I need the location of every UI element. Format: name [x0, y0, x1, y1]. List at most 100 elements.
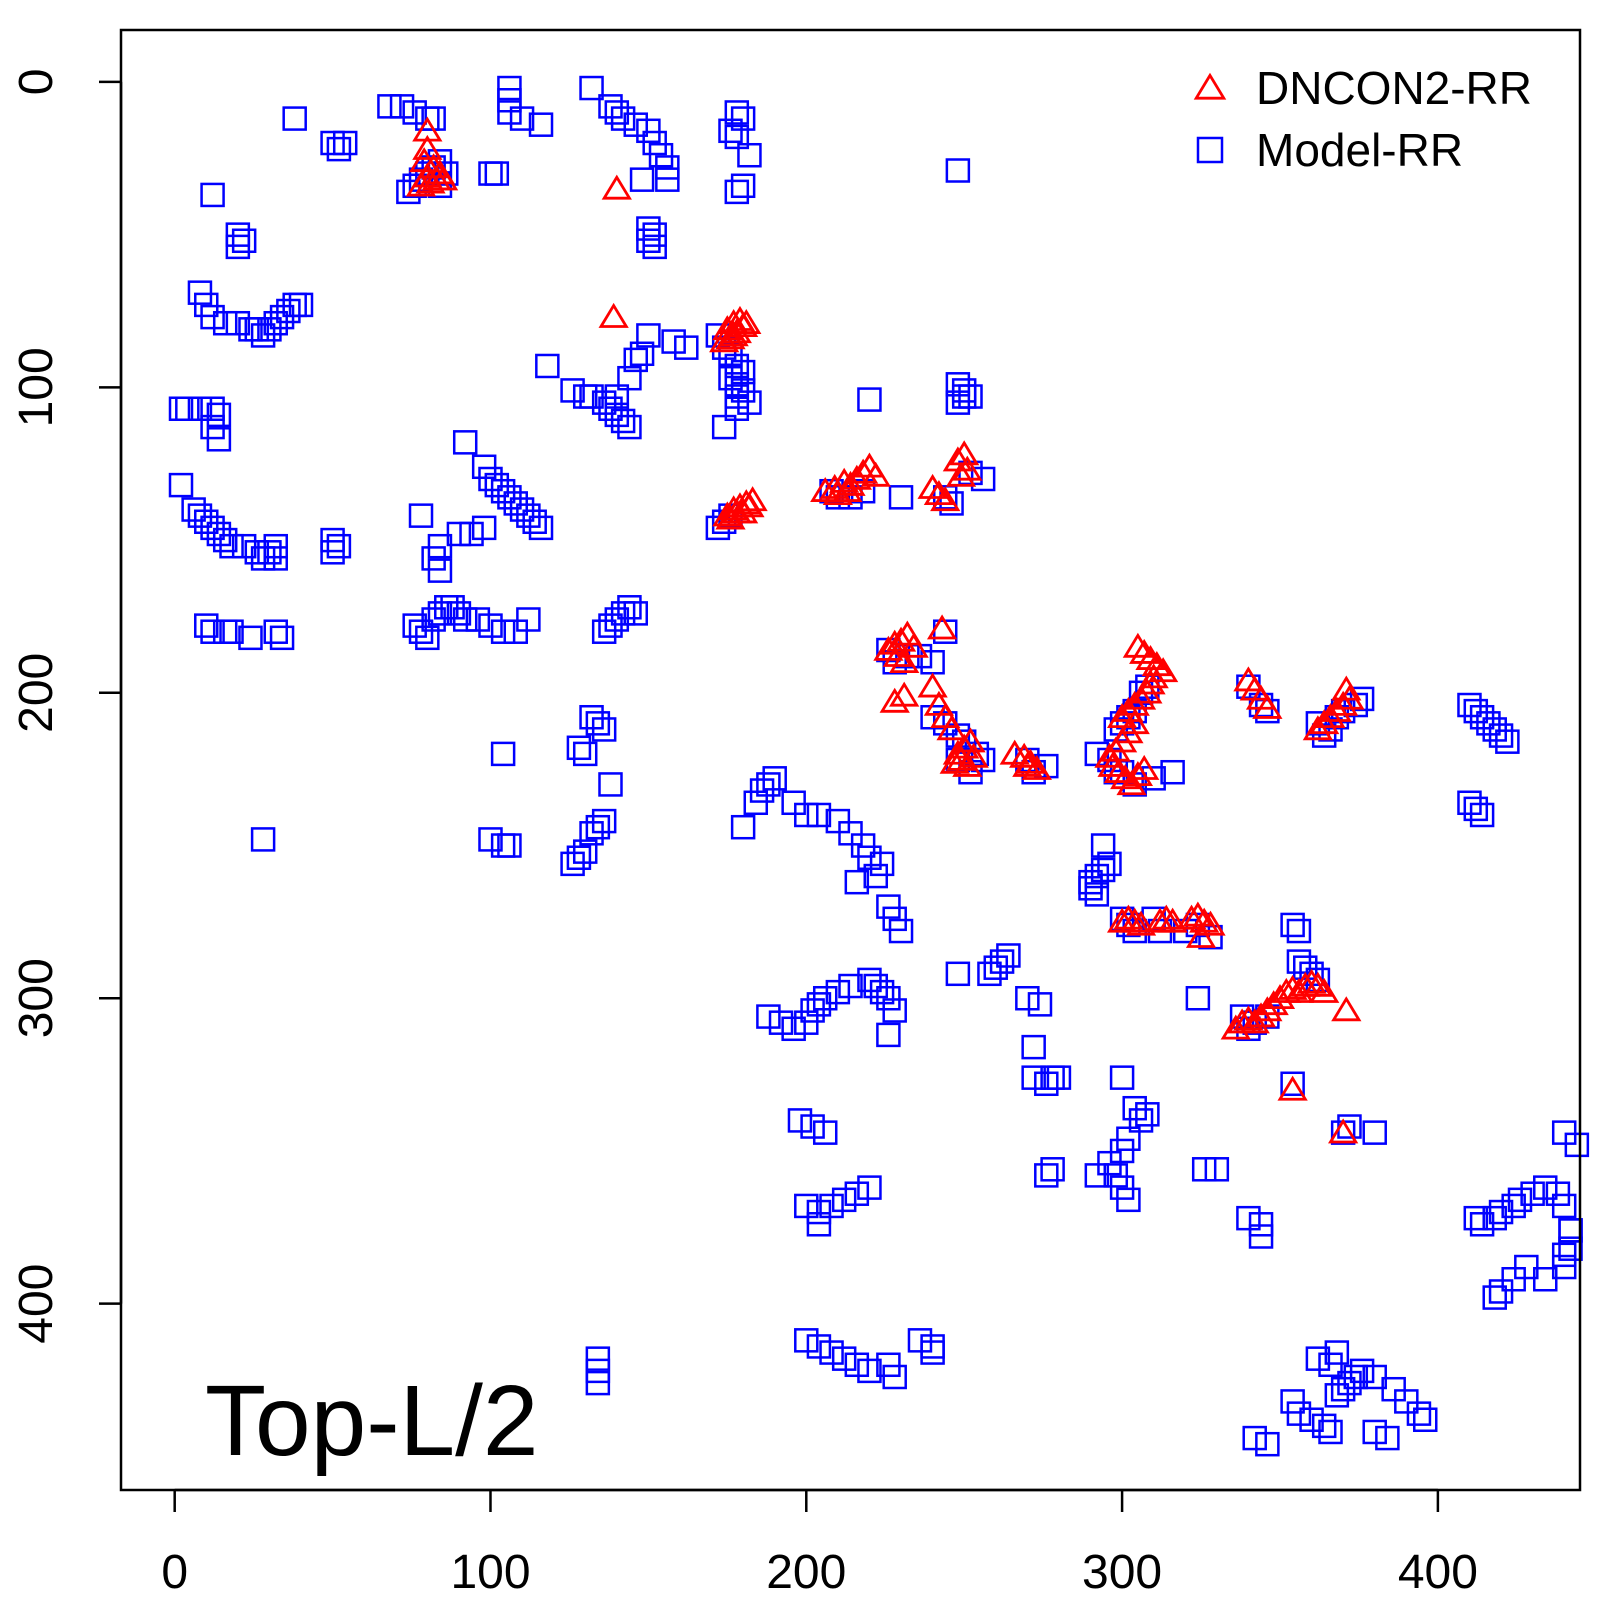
- dncon2-rr-point: [917, 672, 948, 698]
- dncon2-rr-point: [727, 498, 759, 524]
- model-rr-point: [269, 625, 295, 651]
- model-rr-point: [989, 949, 1015, 974]
- dncon2-rr-point: [939, 748, 970, 774]
- y-axis: 0 100 200 300 400: [10, 69, 123, 1344]
- model-rr-point: [882, 1364, 907, 1390]
- model-rr-point: [276, 298, 301, 324]
- dncon2-rr-point: [1094, 742, 1125, 768]
- dncon2-rr-point: [1258, 990, 1289, 1016]
- model-rr-point: [1116, 1187, 1141, 1213]
- model-rr-point: [674, 335, 699, 360]
- dncon2-rr-point: [1103, 757, 1135, 783]
- model-rr-point: [1191, 1157, 1217, 1182]
- model-rr-point: [831, 1187, 857, 1213]
- model-rr-point: [1337, 1114, 1362, 1139]
- model-rr-point: [238, 625, 263, 651]
- model-rr-point: [1040, 1157, 1065, 1182]
- model-rr-point: [219, 619, 244, 644]
- model-rr-point: [1084, 882, 1110, 907]
- points-layer: [168, 75, 1590, 1457]
- model-rr-point: [623, 112, 649, 137]
- model-rr-point: [168, 472, 194, 498]
- dncon2-rr-point: [1176, 904, 1207, 930]
- model-rr-point: [288, 292, 314, 318]
- dncon2-rr-point: [1277, 1075, 1308, 1101]
- dncon2-rr-point: [917, 473, 948, 499]
- dncon2-rr-point: [945, 461, 977, 487]
- model-rr-point: [857, 1358, 882, 1384]
- dncon2-rr-point: [1315, 702, 1346, 728]
- model-rr-point: [1097, 851, 1122, 877]
- dncon2-rr-point: [1135, 644, 1166, 670]
- model-rr-point: [572, 741, 598, 767]
- model-rr-point: [951, 384, 977, 409]
- dncon2-rr-point: [412, 134, 443, 160]
- dncon2-rr-point: [1277, 974, 1308, 1000]
- dncon2-rr-point: [1151, 904, 1182, 930]
- model-rr-point: [212, 310, 238, 336]
- model-rr-point: [200, 619, 225, 644]
- dncon2-rr-point: [1125, 910, 1157, 936]
- model-rr-point: [920, 1334, 945, 1359]
- model-rr-point: [1362, 1120, 1387, 1145]
- x-tick-label: 400: [1398, 1546, 1478, 1599]
- model-rr-point: [724, 396, 750, 421]
- dncon2-rr-point: [889, 648, 920, 674]
- model-rr-point: [478, 161, 503, 186]
- model-rr-point: [560, 851, 585, 877]
- dncon2-rr-point: [1182, 901, 1214, 927]
- dncon2-rr-point: [945, 745, 977, 771]
- model-rr-point: [825, 979, 851, 1005]
- dncon2-rr-point: [1331, 996, 1362, 1022]
- dncon2-rr-point: [601, 174, 632, 200]
- model-rr-point: [617, 595, 642, 620]
- model-rr-point: [1564, 1132, 1590, 1158]
- model-rr-point: [1078, 876, 1103, 901]
- model-rr-point: [1311, 723, 1337, 748]
- model-rr-point: [427, 601, 453, 626]
- dncon2-rr-point: [1148, 657, 1179, 683]
- x-axis: 0 100 200 300 400: [161, 1488, 1478, 1599]
- model-rr-point: [888, 918, 914, 944]
- model-rr-point: [332, 130, 358, 156]
- dncon2-rr-point: [1195, 910, 1226, 936]
- dncon2-rr-point: [1125, 684, 1157, 710]
- dncon2-rr-point: [1097, 751, 1128, 777]
- model-rr-point: [863, 863, 889, 889]
- dncon2-rr-point: [847, 458, 879, 484]
- model-rr-point: [459, 521, 484, 547]
- model-rr-point: [320, 130, 345, 156]
- model-rr-point: [1046, 1065, 1072, 1090]
- model-rr-point: [762, 766, 787, 791]
- model-rr-point: [794, 802, 819, 828]
- dncon2-rr-point: [1245, 1002, 1277, 1028]
- model-rr-point: [326, 533, 352, 559]
- model-rr-point: [996, 943, 1021, 968]
- model-rr-point: [661, 329, 686, 354]
- model-rr-point: [244, 540, 270, 565]
- dncon2-rr-point: [1328, 690, 1359, 716]
- model-rr-point: [1021, 1065, 1046, 1090]
- dncon2-rr-point: [1138, 663, 1169, 689]
- dncon2-rr-point: [1122, 761, 1154, 787]
- model-rr-point: [724, 179, 750, 205]
- model-rr-point: [1375, 1425, 1400, 1451]
- model-rr-point: [857, 845, 882, 870]
- dncon2-rr-point: [1122, 632, 1154, 658]
- dncon2-rr-point: [1302, 971, 1334, 997]
- x-tick-label: 200: [766, 1546, 846, 1599]
- model-rr-point: [610, 601, 636, 626]
- model-rr-point: [844, 1352, 870, 1378]
- model-rr-point: [585, 1370, 611, 1396]
- model-rr-point: [446, 601, 472, 626]
- model-rr-point: [497, 100, 522, 125]
- model-rr-point: [1128, 1108, 1154, 1133]
- model-rr-point: [1463, 796, 1489, 822]
- model-rr-point: [1286, 918, 1312, 944]
- model-rr-point: [1349, 1358, 1375, 1384]
- y-tick-label: 200: [10, 653, 63, 733]
- dncon2-rr-point: [930, 486, 961, 512]
- model-rr-point: [819, 1193, 844, 1219]
- model-rr-point: [812, 985, 838, 1011]
- y-tick-label: 100: [10, 347, 63, 427]
